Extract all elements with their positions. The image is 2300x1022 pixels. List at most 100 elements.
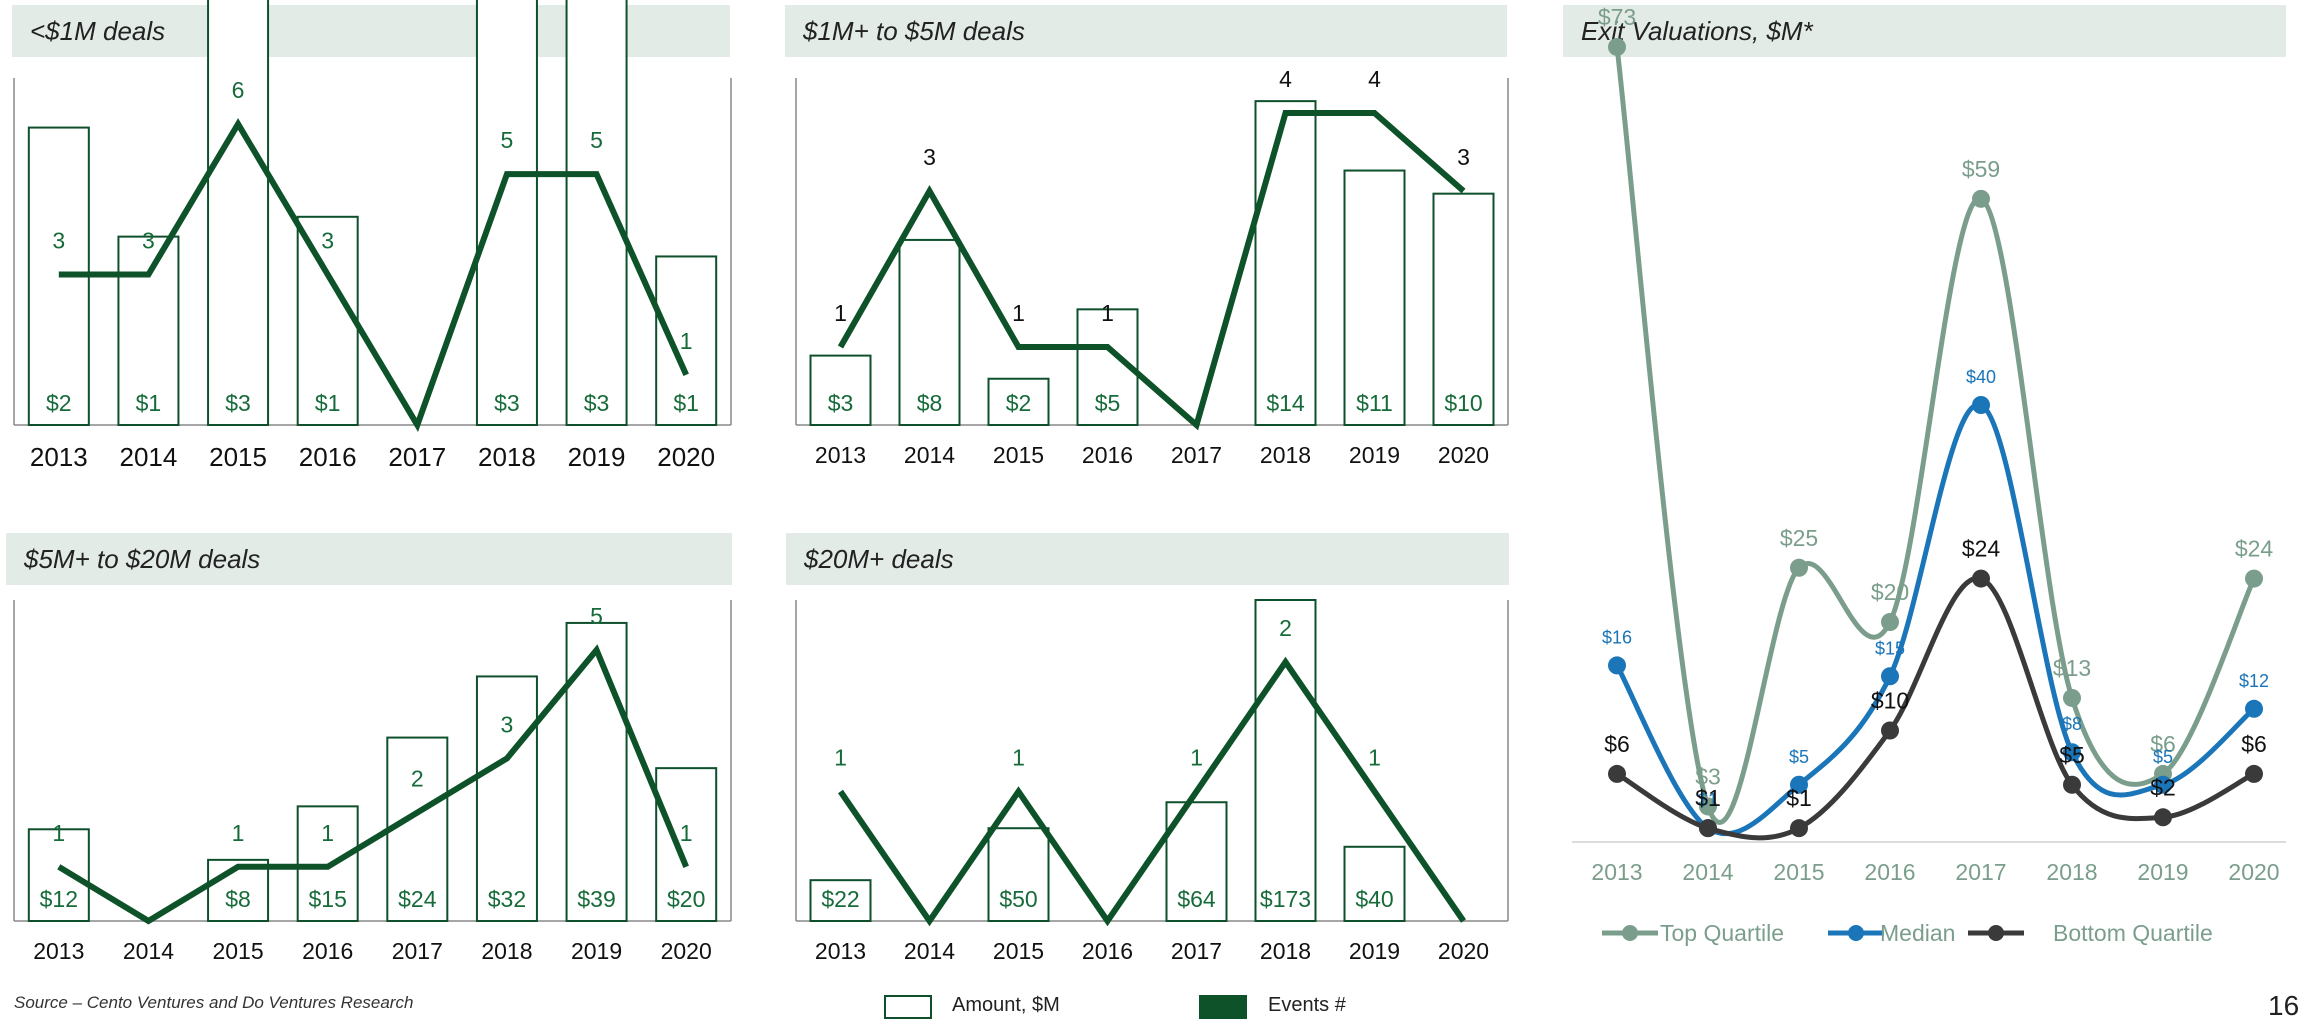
bar — [27, 828, 90, 922]
events-value-label: 2 — [411, 766, 424, 792]
exit-value-label: $16 — [1602, 627, 1632, 647]
bar — [475, 675, 538, 923]
bar-value-label: $32 — [488, 886, 526, 912]
bar — [386, 736, 449, 922]
chart-title-exit: Exit Valuations, $M* — [1563, 5, 2286, 57]
bar — [655, 255, 718, 427]
x-tick-label: 2018 — [1260, 938, 1311, 964]
bar-value-label: $1 — [673, 390, 699, 416]
exit-value-label: $73 — [1598, 4, 1636, 30]
bar-value-label: $39 — [577, 886, 615, 912]
bar-value-label: $3 — [494, 390, 520, 416]
x-tick-label: 2020 — [2228, 859, 2279, 885]
exit-point — [2245, 699, 2263, 718]
x-tick-label: 2019 — [1349, 442, 1400, 468]
events-value-label: 3 — [142, 228, 155, 254]
bar-value-label: $40 — [1355, 886, 1393, 912]
bar-value-label: $173 — [1260, 886, 1311, 912]
x-tick-label: 2019 — [2137, 859, 2188, 885]
x-tick-label: 2016 — [1082, 938, 1133, 964]
x-tick-label: 2020 — [1438, 938, 1489, 964]
exit-point — [1972, 569, 1990, 588]
events-value-label: 1 — [321, 820, 334, 846]
events-value-label: 1 — [1101, 300, 1114, 326]
legend-events-swatch — [1199, 995, 1247, 1019]
exit-value-label: $15 — [1875, 638, 1905, 658]
x-tick-label: 2015 — [209, 442, 267, 472]
bar-value-label: $3 — [225, 390, 251, 416]
x-tick-label: 2019 — [1349, 938, 1400, 964]
x-tick-label: 2017 — [1955, 859, 2006, 885]
exit-value-label: $10 — [1871, 688, 1909, 714]
chart-title-1to5: $1M+ to $5M deals — [785, 5, 1507, 57]
x-tick-label: 2017 — [388, 442, 446, 472]
events-value-label: 1 — [1012, 745, 1025, 771]
bar-value-label: $5 — [1095, 390, 1121, 416]
bar-value-label: $50 — [999, 886, 1037, 912]
x-tick-label: 2020 — [661, 938, 712, 964]
bar-value-label: $10 — [1444, 390, 1482, 416]
bar-value-label: $1 — [136, 390, 162, 416]
legend-amount-swatch — [884, 995, 932, 1019]
legend-events-label: Events # — [1268, 994, 1346, 1016]
events-value-label: 6 — [232, 77, 245, 103]
x-tick-label: 2013 — [815, 442, 866, 468]
exit-point — [2063, 775, 2081, 794]
bar — [207, 858, 270, 922]
events-value-label: 1 — [232, 820, 245, 846]
x-tick-label: 2018 — [1260, 442, 1311, 468]
x-tick-label: 2019 — [568, 442, 626, 472]
legend-label: Median — [1880, 920, 1955, 946]
bar-value-label: $22 — [821, 886, 859, 912]
events-value-label: 4 — [1368, 66, 1381, 92]
bar-value-label: $12 — [40, 886, 78, 912]
bar-value-label: $3 — [828, 390, 854, 416]
exit-point — [2063, 743, 2081, 762]
bar-value-label: $8 — [917, 390, 943, 416]
source-note: Source – Cento Ventures and Do Ventures … — [14, 993, 414, 1012]
bar-value-label: $15 — [309, 886, 347, 912]
exit-point — [1608, 37, 1626, 56]
exit-point — [1608, 764, 1626, 783]
bar — [1254, 599, 1317, 922]
x-tick-label: 2014 — [1682, 859, 1733, 885]
bar-value-label: $11 — [1356, 390, 1393, 416]
bar — [1343, 169, 1406, 426]
events-value-label: 5 — [590, 127, 603, 153]
events-line — [57, 644, 689, 925]
bar-value-label: $20 — [667, 886, 705, 912]
exit-series-line — [1614, 46, 2257, 825]
exit-value-label: $24 — [2235, 536, 2274, 562]
exit-series-line — [1615, 575, 2256, 841]
exit-point — [2154, 808, 2172, 827]
x-tick-label: 2014 — [123, 938, 174, 964]
events-value-label: 1 — [680, 820, 693, 846]
bar — [117, 235, 180, 426]
page-number: 16 — [2268, 990, 2300, 1021]
events-value-label: 5 — [590, 603, 603, 629]
bar — [809, 354, 872, 427]
legend-marker — [1848, 925, 1864, 941]
x-tick-label: 2013 — [815, 938, 866, 964]
exit-point — [1790, 775, 1808, 794]
events-value-label: 1 — [834, 300, 847, 326]
x-tick-label: 2014 — [120, 442, 178, 472]
exit-value-label: $1 — [1698, 790, 1718, 810]
x-tick-label: 2015 — [212, 938, 263, 964]
exit-point — [1881, 667, 1899, 686]
exit-point — [2063, 688, 2081, 707]
events-value-label: 1 — [680, 328, 693, 354]
x-tick-label: 2015 — [993, 442, 1044, 468]
x-tick-label: 2018 — [481, 938, 532, 964]
bar — [565, 621, 628, 923]
exit-value-label: $6 — [1604, 731, 1630, 757]
exit-point — [1608, 656, 1626, 675]
x-tick-label: 2020 — [1438, 442, 1489, 468]
exit-value-label: $5 — [2153, 747, 2173, 767]
bar — [1254, 100, 1317, 426]
exit-point — [1699, 819, 1717, 838]
events-value-label: 2 — [1279, 615, 1292, 641]
bar — [207, 0, 270, 426]
bar — [475, 0, 538, 427]
exit-point — [2245, 569, 2263, 588]
